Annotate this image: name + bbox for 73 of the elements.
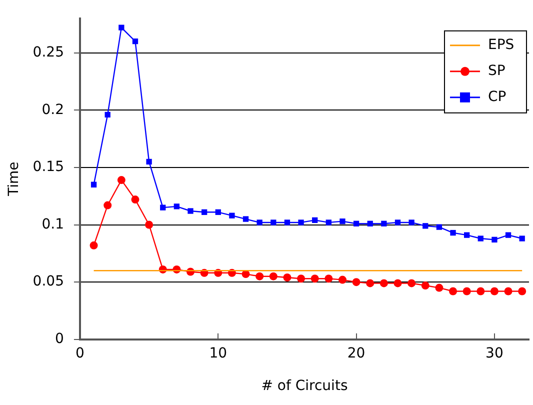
point [504, 287, 512, 296]
point [90, 182, 97, 188]
point [505, 232, 512, 238]
point [367, 220, 373, 226]
point [422, 223, 428, 229]
point [201, 209, 208, 215]
point [270, 220, 276, 226]
y-axis-title: Time [6, 162, 22, 198]
point [104, 112, 110, 118]
point [338, 276, 346, 284]
point [256, 220, 262, 226]
point [132, 38, 138, 44]
legend-label: SP [488, 63, 506, 80]
point [242, 270, 250, 278]
point [490, 287, 498, 296]
point [464, 232, 470, 238]
y-tick-label: 0.05 [32, 274, 64, 290]
point [90, 241, 98, 250]
x-tick-label: 30 [486, 345, 504, 362]
point [353, 220, 360, 226]
point [174, 204, 180, 210]
point [449, 287, 458, 296]
point [462, 287, 471, 296]
point [215, 209, 221, 215]
point [478, 236, 484, 242]
point [519, 236, 525, 242]
point [298, 220, 304, 226]
point [435, 284, 444, 292]
x-tick-label: 0 [76, 345, 84, 362]
point [324, 274, 333, 283]
point [436, 224, 442, 230]
point [492, 236, 498, 242]
y-tick-label: 0.1 [42, 216, 64, 232]
point [394, 279, 402, 288]
point [104, 201, 112, 210]
point [229, 212, 235, 218]
point [160, 204, 166, 210]
point [131, 196, 140, 204]
y-tick-label: 0.15 [32, 159, 64, 176]
point [352, 278, 360, 286]
x-tick-label: 20 [347, 345, 366, 362]
point [188, 208, 194, 214]
y-tick-label: 0.25 [32, 44, 64, 60]
point [366, 279, 374, 288]
point [394, 220, 401, 226]
legend-label: EPS [488, 37, 514, 54]
point [312, 217, 318, 223]
point [408, 279, 416, 288]
point [283, 273, 292, 282]
point [380, 279, 388, 288]
point [340, 218, 346, 224]
point [146, 158, 152, 165]
point [310, 274, 319, 283]
point [326, 220, 332, 226]
point [256, 272, 264, 280]
point [269, 272, 278, 280]
point [381, 220, 387, 226]
point [450, 230, 456, 236]
point [408, 220, 414, 226]
point [421, 282, 430, 290]
y-tick-label: 0.2 [42, 102, 64, 118]
point [145, 220, 154, 229]
legend-label: CP [488, 89, 506, 106]
point [284, 220, 290, 226]
x-tick-label: 10 [209, 345, 228, 362]
point [117, 176, 126, 184]
point [242, 216, 249, 222]
x-axis-title: # of Circuits [261, 378, 348, 394]
y-tick-label: 0 [55, 331, 64, 348]
point [518, 287, 526, 296]
point [118, 24, 124, 30]
point [476, 287, 485, 296]
point [297, 274, 306, 283]
